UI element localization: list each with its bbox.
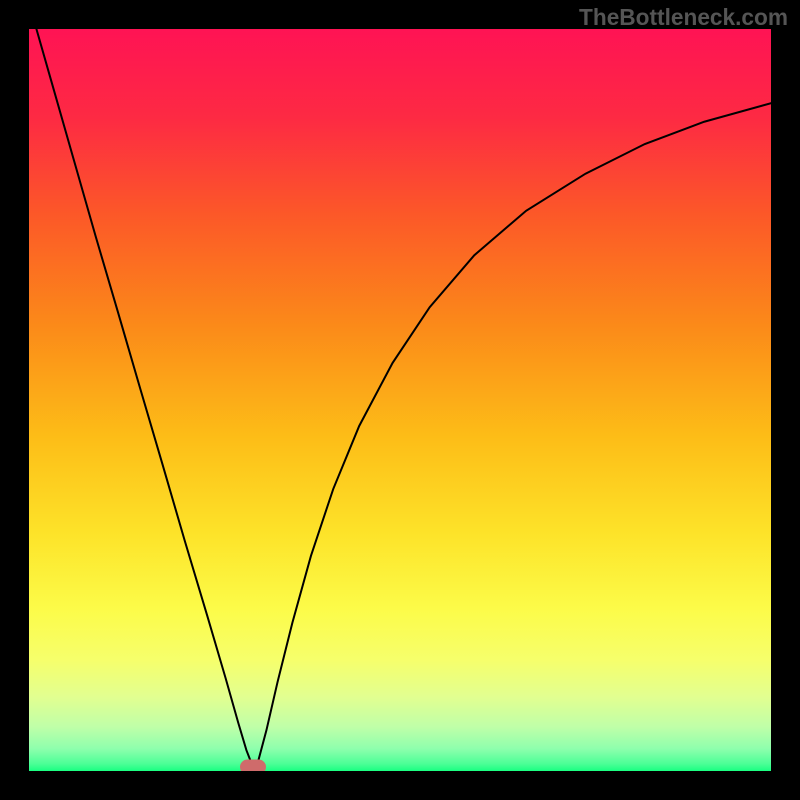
curve-left	[36, 29, 251, 764]
canvas	[0, 0, 800, 800]
minimum-marker	[240, 760, 266, 771]
curve-layer	[29, 29, 771, 771]
curve-right	[258, 103, 771, 763]
plot-area	[29, 29, 771, 771]
watermark-text: TheBottleneck.com	[579, 4, 788, 31]
